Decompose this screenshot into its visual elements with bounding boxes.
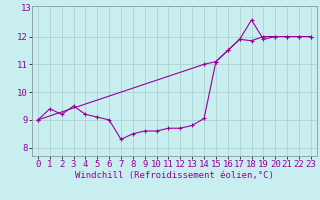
Text: 13: 13	[21, 4, 32, 13]
X-axis label: Windchill (Refroidissement éolien,°C): Windchill (Refroidissement éolien,°C)	[75, 171, 274, 180]
